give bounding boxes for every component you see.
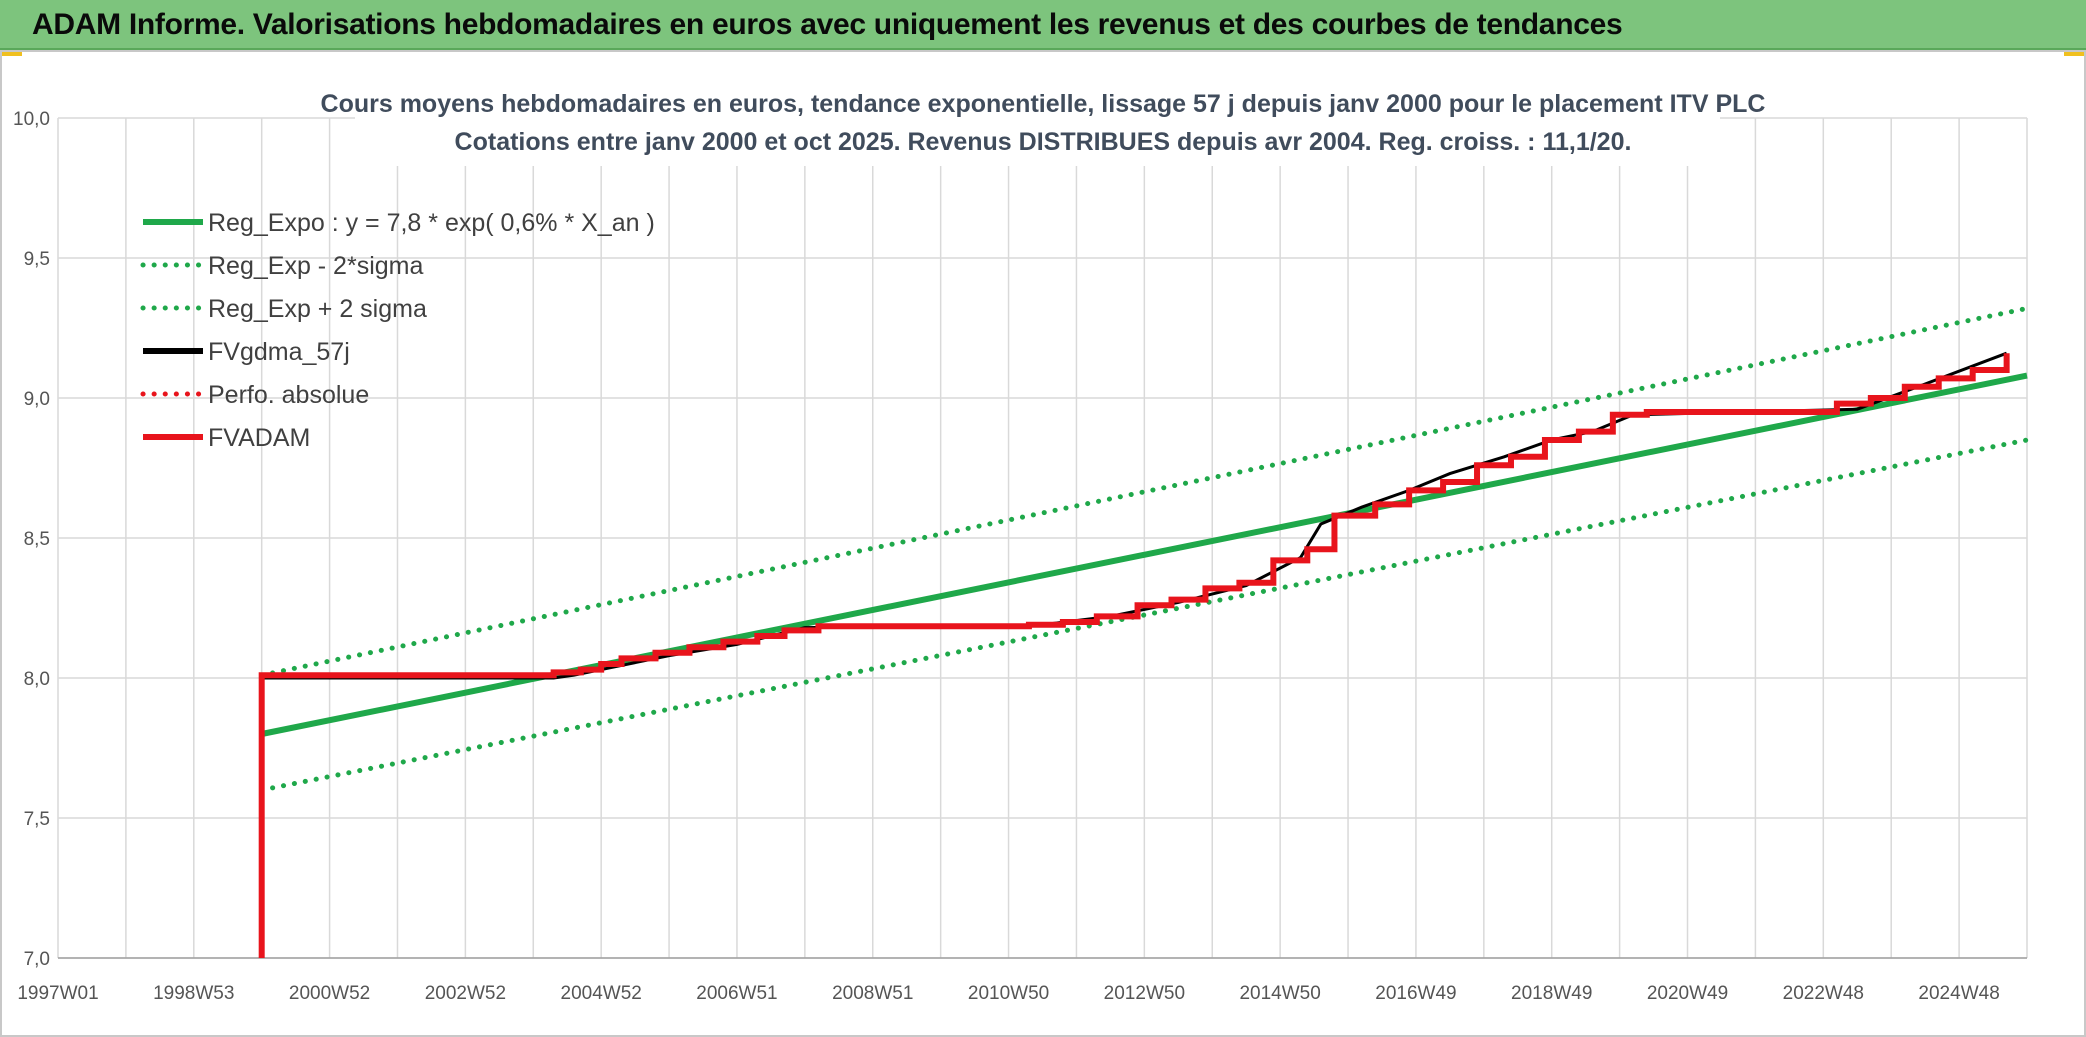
x-tick-label: 2022W48: [1783, 983, 1864, 1004]
x-tick-label: 2014W50: [1239, 983, 1320, 1004]
corner-marker-right: [2064, 50, 2086, 56]
x-tick-label: 2018W49: [1511, 983, 1592, 1004]
x-tick-label: 2016W49: [1375, 983, 1456, 1004]
chart-title-background: [355, 84, 1720, 166]
y-tick-label: 7,0: [24, 949, 50, 970]
report-banner: ADAM Informe. Valorisations hebdomadaire…: [0, 0, 2086, 50]
x-tick-label: 2006W51: [696, 983, 777, 1004]
series-line-5: [258, 353, 2010, 958]
y-tick-label: 9,5: [24, 249, 50, 270]
legend-label-5: FVADAM: [208, 424, 310, 452]
legend-label-1: Reg_Exp - 2*sigma: [208, 252, 423, 280]
x-tick-label: 2010W50: [968, 983, 1049, 1004]
x-tick-label: 2002W52: [425, 983, 506, 1004]
y-tick-label: 9,0: [24, 389, 50, 410]
y-tick-label: 10,0: [13, 109, 50, 130]
chart-title-line: Cotations entre janv 2000 et oct 2025. R…: [455, 128, 1632, 156]
x-tick-label: 1998W53: [153, 983, 234, 1004]
legend-label-4: Perfo. absolue: [208, 381, 369, 409]
corner-marker-left: [0, 50, 22, 56]
x-tick-label: 2012W50: [1104, 983, 1185, 1004]
x-tick-label: 2004W52: [561, 983, 642, 1004]
legend-label-0: Reg_Expo : y = 7,8 * exp( 0,6% * X_an ): [208, 209, 655, 237]
report-title: ADAM Informe. Valorisations hebdomadaire…: [32, 8, 1623, 41]
chart-title-line: Cours moyens hebdomadaires en euros, ten…: [321, 90, 1766, 118]
x-tick-label: 2020W49: [1647, 983, 1728, 1004]
y-tick-label: 7,5: [24, 809, 50, 830]
chart-frame: [0, 50, 2086, 1037]
y-tick-label: 8,5: [24, 529, 50, 550]
series-line-1: [259, 437, 2030, 793]
series-line-3: [260, 351, 2008, 959]
x-tick-label: 1997W01: [17, 983, 98, 1004]
x-tick-label: 2008W51: [832, 983, 913, 1004]
series-line-2: [259, 305, 2030, 678]
x-tick-label: 2024W48: [1918, 983, 1999, 1004]
x-tick-label: 2000W52: [289, 983, 370, 1004]
y-tick-label: 8,0: [24, 669, 50, 690]
legend-label-2: Reg_Exp + 2 sigma: [208, 295, 427, 323]
legend-label-3: FVgdma_57j: [208, 338, 350, 366]
